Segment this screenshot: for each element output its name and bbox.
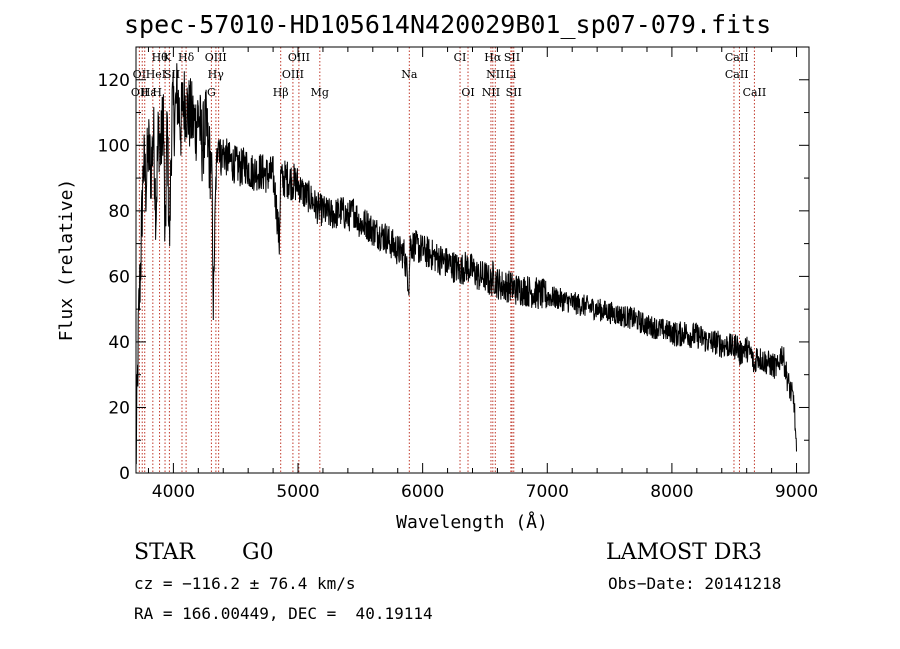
- line-label: OII: [131, 86, 149, 99]
- line-label: Hε: [141, 86, 157, 99]
- x-axis-label: Wavelength (Å): [396, 511, 548, 533]
- y-tick-label: 40: [108, 333, 130, 353]
- line-label: CaII: [743, 86, 767, 99]
- y-axis-label: Flux (relative): [56, 179, 77, 342]
- line-label: OI: [461, 86, 474, 99]
- line-label: Hγ: [208, 68, 225, 81]
- line-label: Hθ: [152, 51, 169, 64]
- line-label: OI: [133, 68, 146, 81]
- line-label: HeI: [146, 68, 166, 81]
- line-label: H: [152, 86, 162, 99]
- observation-date: Obs−Date: 20141218: [608, 574, 782, 593]
- line-label: NII: [486, 68, 504, 81]
- line-label: NII: [482, 86, 500, 99]
- line-label: SII: [506, 86, 522, 99]
- flux-line: [135, 63, 797, 465]
- line-label: CaII: [725, 51, 749, 64]
- line-label: Li: [505, 68, 516, 81]
- emission-line-markers: [138, 47, 755, 473]
- y-tick-label: 80: [108, 202, 130, 222]
- x-tick-label: 9000: [775, 482, 818, 502]
- y-tick-label: 20: [108, 398, 130, 418]
- line-label: CI: [454, 51, 467, 64]
- spectral-subclass: G0: [242, 540, 274, 565]
- line-label: OIII: [288, 51, 310, 64]
- x-tick-label: 5000: [276, 482, 319, 502]
- x-tick-label: 8000: [650, 482, 693, 502]
- line-label: SII: [164, 68, 180, 81]
- x-tick-label: 6000: [401, 482, 444, 502]
- line-label: Hα: [484, 51, 502, 64]
- y-tick-label: 120: [98, 71, 130, 91]
- line-label: Na: [401, 68, 418, 81]
- line-label: Mg: [311, 86, 329, 99]
- line-label: G: [207, 86, 216, 99]
- coordinates: RA = 166.00449, DEC = 40.19114: [134, 604, 433, 623]
- line-label: OIII: [205, 51, 227, 64]
- y-tick-label: 100: [98, 136, 130, 156]
- x-tick-label: 7000: [526, 482, 569, 502]
- line-label: Hδ: [178, 51, 195, 64]
- line-label: CaII: [725, 68, 749, 81]
- x-axis: 4000 5000 6000 7000 8000 9000: [147, 47, 818, 502]
- y-tick-label: 60: [108, 267, 130, 287]
- y-tick-label: 0: [119, 464, 130, 484]
- line-label: Hβ: [273, 86, 289, 99]
- y-axis: 0 20 40 60 80 100 120: [98, 46, 809, 484]
- line-label: K: [163, 51, 172, 64]
- x-tick-label: 4000: [152, 482, 195, 502]
- line-label: OIII: [282, 68, 304, 81]
- spectrum-series: [135, 63, 797, 465]
- plot-frame: [135, 46, 810, 474]
- redshift-velocity: cz = −116.2 ± 76.4 km/s: [134, 574, 356, 593]
- line-label: SII: [504, 51, 520, 64]
- object-class: STAR: [134, 540, 195, 565]
- chart-title: spec-57010-HD105614N420029B01_sp07-079.f…: [124, 10, 772, 39]
- survey-name: LAMOST DR3: [606, 540, 762, 565]
